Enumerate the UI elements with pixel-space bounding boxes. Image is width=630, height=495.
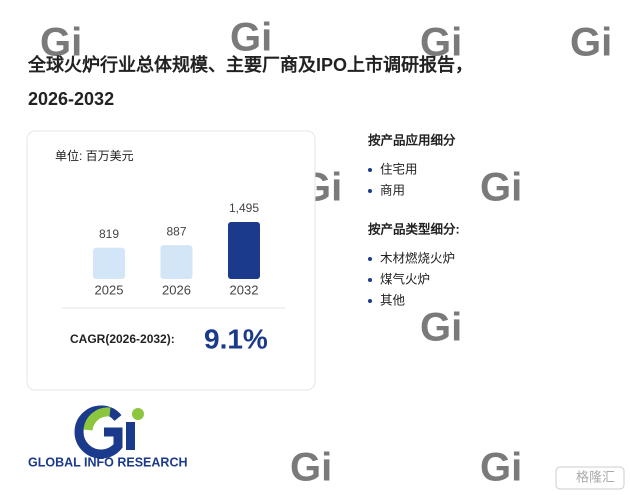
bar — [160, 245, 193, 279]
segment-item: 住宅用 — [380, 161, 418, 176]
bullet — [368, 168, 372, 172]
svg-text:Gi: Gi — [420, 21, 462, 65]
bullet — [368, 257, 372, 261]
svg-text:Gi: Gi — [40, 21, 82, 65]
unit: 单位: 百万美元 — [55, 148, 134, 163]
logo-text: GLOBAL INFO RESEARCH — [28, 455, 188, 469]
category-label: 2026 — [162, 282, 191, 297]
segment-title: 按产品应用细分 — [368, 132, 456, 147]
bar — [93, 247, 125, 279]
value-label: 1,495 — [229, 201, 259, 215]
cagr-value: 9.1% — [204, 323, 268, 354]
category-label: 2032 — [230, 282, 259, 297]
segment-title: 按产品类型细分: — [368, 221, 460, 236]
subtitle: 2026-2032 — [28, 89, 114, 109]
cagr-label: CAGR(2026-2032): — [70, 332, 175, 346]
segment-item: 木材燃烧火炉 — [380, 250, 455, 265]
svg-text:Gi: Gi — [290, 446, 332, 490]
segment-item: 商用 — [380, 182, 405, 197]
segment-item: 煤气火炉 — [380, 271, 430, 286]
svg-text:Gi: Gi — [480, 166, 522, 210]
bar — [228, 222, 260, 279]
logo — [74, 405, 144, 459]
category-label: 2025 — [95, 282, 124, 297]
svg-text:Gi: Gi — [570, 21, 612, 65]
segment-item: 其他 — [380, 293, 406, 307]
title: 全球火炉行业总体规模、主要厂商及IPO上市调研报告， — [27, 54, 473, 75]
svg-text:Gi: Gi — [480, 446, 522, 490]
svg-text:Gi: Gi — [420, 306, 462, 350]
value-label: 887 — [166, 224, 186, 238]
bullet — [368, 299, 372, 303]
watermark-text: 格隆汇 — [576, 469, 615, 484]
svg-text:Gi: Gi — [230, 16, 272, 60]
bullet — [368, 189, 372, 193]
value-label: 819 — [99, 227, 119, 241]
bullet — [368, 278, 372, 282]
watermark-badge — [555, 466, 625, 490]
